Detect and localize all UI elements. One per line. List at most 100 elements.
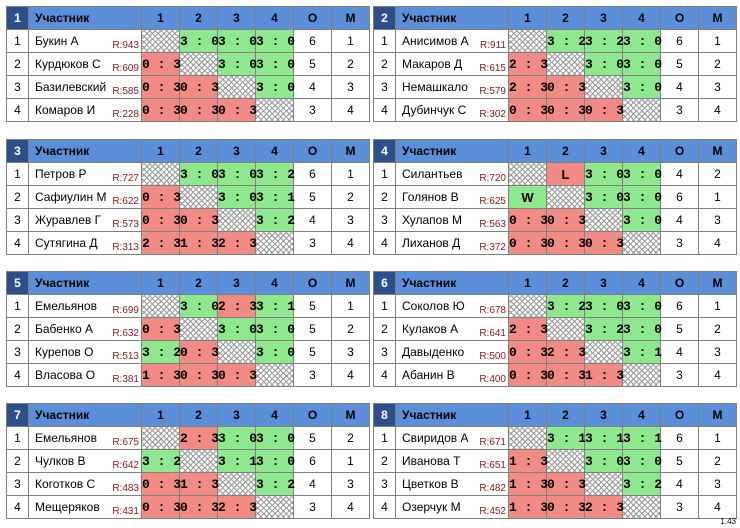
match-score[interactable]: 3 : 1: [217, 449, 257, 473]
player-name-cell[interactable]: Иванова Т R:651: [395, 449, 509, 473]
player-name-cell[interactable]: Емельянов R:699: [28, 294, 142, 318]
match-score[interactable]: 2 : 3: [141, 231, 181, 255]
match-score[interactable]: 2 : 3: [508, 317, 548, 341]
match-score[interactable]: 0 : 3: [546, 208, 586, 232]
match-score[interactable]: 2 : 3: [584, 495, 624, 519]
match-score[interactable]: 3 : 1: [546, 426, 586, 450]
match-score[interactable]: 3 : 0: [584, 185, 624, 209]
match-score[interactable]: 3 : 0: [622, 75, 662, 99]
match-score[interactable]: L: [546, 162, 585, 186]
player-name-cell[interactable]: Власова О R:381: [28, 363, 142, 387]
player-name-cell[interactable]: Комаров И R:228: [28, 98, 142, 122]
match-score[interactable]: 1 : 3: [508, 449, 548, 473]
match-score[interactable]: 3 : 0: [622, 52, 662, 76]
match-score[interactable]: 3 : 2: [255, 162, 295, 186]
match-score[interactable]: 0 : 3: [546, 495, 586, 519]
match-score[interactable]: 3 : 0: [622, 294, 662, 318]
match-score[interactable]: 3 : 0: [217, 317, 257, 341]
player-name-cell[interactable]: Курепов О R:513: [28, 340, 142, 364]
match-score[interactable]: 0 : 3: [546, 75, 586, 99]
match-score[interactable]: 3 : 0: [179, 294, 219, 318]
match-score[interactable]: 3 : 2: [546, 294, 586, 318]
match-score[interactable]: 2 : 3: [179, 426, 219, 450]
player-name-cell[interactable]: Петров Р R:727: [28, 162, 142, 186]
match-score[interactable]: 3 : 0: [622, 185, 662, 209]
match-score[interactable]: W: [508, 185, 547, 209]
match-score[interactable]: 0 : 3: [546, 472, 586, 496]
match-score[interactable]: 3 : 0: [584, 294, 624, 318]
match-score[interactable]: 3 : 0: [255, 29, 295, 53]
player-name-cell[interactable]: Лиханов Д R:372: [395, 231, 509, 255]
match-score[interactable]: 3 : 0: [584, 162, 624, 186]
player-name-cell[interactable]: Базилевский R:585: [28, 75, 142, 99]
match-score[interactable]: 3 : 2: [255, 208, 295, 232]
match-score[interactable]: 3 : 0: [255, 317, 295, 341]
match-score[interactable]: 0 : 3: [508, 208, 548, 232]
match-score[interactable]: 3 : 2: [255, 472, 295, 496]
player-name-cell[interactable]: Сафиулин М R:622: [28, 185, 142, 209]
match-score[interactable]: 3 : 0: [584, 52, 624, 76]
player-name-cell[interactable]: Чулков В R:642: [28, 449, 142, 473]
match-score[interactable]: 3 : 1: [622, 340, 662, 364]
match-score[interactable]: 3 : 0: [217, 52, 257, 76]
match-score[interactable]: 3 : 1: [255, 294, 295, 318]
match-score[interactable]: 2 : 3: [217, 231, 257, 255]
match-score[interactable]: 2 : 3: [508, 52, 548, 76]
match-score[interactable]: 1 : 3: [141, 363, 181, 387]
player-name-cell[interactable]: Кулаков А R:641: [395, 317, 509, 341]
match-score[interactable]: 3 : 0: [622, 29, 662, 53]
match-score[interactable]: 0 : 3: [508, 340, 548, 364]
match-score[interactable]: 3 : 0: [622, 208, 662, 232]
player-name-cell[interactable]: Абанин В R:400: [395, 363, 509, 387]
match-score[interactable]: 3 : 0: [179, 162, 219, 186]
match-score[interactable]: 0 : 3: [546, 98, 586, 122]
match-score[interactable]: 3 : 0: [255, 75, 295, 99]
player-name-cell[interactable]: Емельянов R:675: [28, 426, 142, 450]
match-score[interactable]: 0 : 3: [141, 75, 181, 99]
player-name-cell[interactable]: Хулапов М R:563: [395, 208, 509, 232]
match-score[interactable]: 0 : 3: [584, 98, 624, 122]
match-score[interactable]: 0 : 3: [141, 52, 181, 76]
match-score[interactable]: 1 : 3: [508, 495, 548, 519]
match-score[interactable]: 0 : 3: [141, 317, 181, 341]
player-name-cell[interactable]: Голянов В R:625: [395, 185, 509, 209]
match-score[interactable]: 1 : 3: [179, 231, 219, 255]
player-name-cell[interactable]: Коготков С R:483: [28, 472, 142, 496]
match-score[interactable]: 2 : 3: [217, 495, 257, 519]
match-score[interactable]: 3 : 1: [255, 185, 295, 209]
match-score[interactable]: 0 : 3: [584, 231, 624, 255]
match-score[interactable]: 3 : 0: [255, 340, 295, 364]
player-name-cell[interactable]: Силантьев R:720: [395, 162, 509, 186]
player-name-cell[interactable]: Мещеряков R:431: [28, 495, 142, 519]
match-score[interactable]: 1 : 3: [179, 472, 219, 496]
match-score[interactable]: 2 : 3: [217, 294, 257, 318]
match-score[interactable]: 3 : 0: [217, 185, 257, 209]
match-score[interactable]: 3 : 0: [217, 29, 257, 53]
match-score[interactable]: 0 : 3: [141, 98, 181, 122]
match-score[interactable]: 0 : 3: [217, 363, 257, 387]
match-score[interactable]: 0 : 3: [546, 231, 586, 255]
player-name-cell[interactable]: Озерчук М R:452: [395, 495, 509, 519]
player-name-cell[interactable]: Цветков В R:482: [395, 472, 509, 496]
player-name-cell[interactable]: Журавлев Г R:573: [28, 208, 142, 232]
match-score[interactable]: 0 : 3: [179, 340, 219, 364]
match-score[interactable]: 3 : 0: [622, 449, 662, 473]
match-score[interactable]: 0 : 3: [508, 363, 548, 387]
player-name-cell[interactable]: Соколов Ю R:678: [395, 294, 509, 318]
player-name-cell[interactable]: Свиридов А R:671: [395, 426, 509, 450]
player-name-cell[interactable]: Макаров Д R:615: [395, 52, 509, 76]
match-score[interactable]: 0 : 3: [179, 98, 219, 122]
match-score[interactable]: 3 : 0: [622, 317, 662, 341]
match-score[interactable]: 3 : 1: [584, 426, 624, 450]
match-score[interactable]: 3 : 2: [584, 317, 624, 341]
match-score[interactable]: 0 : 3: [217, 98, 257, 122]
match-score[interactable]: 2 : 3: [546, 340, 586, 364]
match-score[interactable]: 3 : 0: [584, 449, 624, 473]
match-score[interactable]: 0 : 3: [508, 98, 548, 122]
match-score[interactable]: 3 : 2: [141, 449, 181, 473]
match-score[interactable]: 3 : 2: [546, 29, 586, 53]
match-score[interactable]: 1 : 3: [584, 363, 624, 387]
match-score[interactable]: 0 : 3: [508, 231, 548, 255]
match-score[interactable]: 3 : 0: [217, 162, 257, 186]
match-score[interactable]: 0 : 3: [141, 185, 181, 209]
